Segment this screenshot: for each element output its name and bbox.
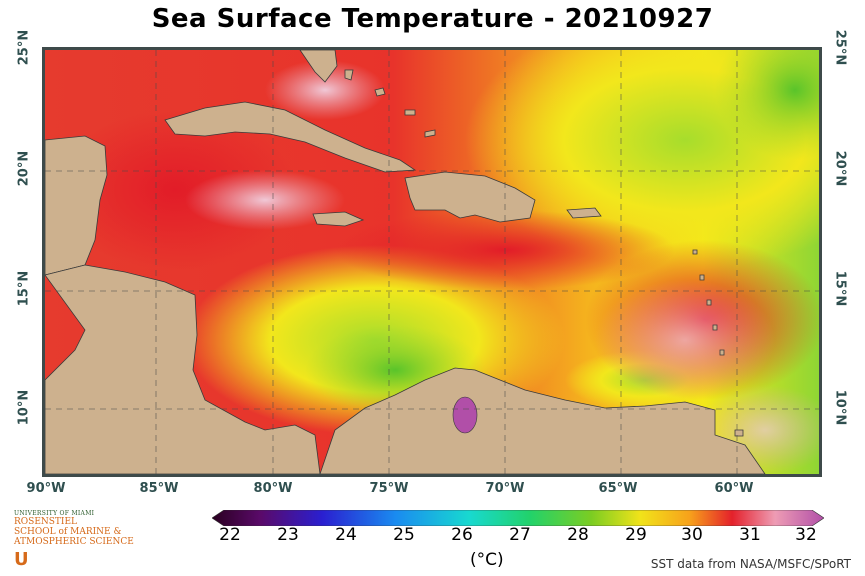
sst-green-region-northeast	[715, 50, 819, 160]
lon-label-80w: 80°W	[253, 481, 293, 496]
land-bahamas	[344, 69, 436, 138]
sst-very-hot-lesser-antilles	[595, 280, 775, 400]
logo-line-rosenstiel: ROSENSTIEL	[14, 517, 78, 527]
colorbar-label-24: 24	[335, 525, 357, 545]
lon-label-90w: 90°W	[26, 481, 66, 496]
colorbar-label-31: 31	[739, 525, 761, 545]
lon-label-70w: 70°W	[485, 481, 525, 496]
lat-label-10n-right: 10°N	[832, 389, 848, 426]
sst-hot-region-west	[55, 110, 295, 270]
logo-line-university: UNIVERSITY OF MIAMI	[14, 510, 95, 517]
lon-label-65w: 65°W	[598, 481, 638, 496]
gridlines	[45, 50, 819, 474]
colorbar-label-26: 26	[451, 525, 473, 545]
land-central-america	[45, 264, 321, 474]
sst-map-canvas	[45, 50, 819, 474]
map-title: Sea Surface Temperature - 20210927	[151, 4, 714, 34]
sst-very-hot-bahamas	[265, 60, 385, 120]
lat-label-20n-left: 20°N	[16, 150, 32, 187]
colorbar-gradient	[212, 510, 824, 526]
u-logo-icon: U	[14, 549, 29, 570]
university-logo: UNIVERSITY OF MIAMI ROSENSTIEL SCHOOL of…	[14, 510, 154, 570]
colorbar-label-30: 30	[681, 525, 703, 545]
land-hispaniola	[404, 171, 536, 223]
colorbar-label-23: 23	[277, 525, 299, 545]
lat-label-25n-right: 25°N	[832, 29, 848, 66]
land-florida	[299, 50, 338, 83]
colorbar-label-25: 25	[393, 525, 415, 545]
colorbar-label-29: 29	[625, 525, 647, 545]
colorbar-unit: (°C)	[470, 550, 504, 570]
sst-very-hot-cuba-south	[185, 170, 345, 230]
land-puerto-rico	[566, 207, 602, 219]
colorbar-label-27: 27	[509, 525, 531, 545]
colorbar	[212, 510, 824, 526]
lon-label-75w: 75°W	[369, 481, 409, 496]
lat-label-15n-right: 15°N	[832, 270, 848, 307]
data-credit: SST data from NASA/MSFC/SPoRT	[650, 557, 851, 571]
lat-label-15n-left: 15°N	[16, 270, 32, 307]
lat-label-20n-right: 20°N	[832, 150, 848, 187]
colorbar-label-28: 28	[567, 525, 589, 545]
colorbar-label-22: 22	[219, 525, 241, 545]
sst-map	[42, 47, 822, 477]
lon-label-60w: 60°W	[714, 481, 754, 496]
lon-label-85w: 85°W	[139, 481, 179, 496]
lat-label-10n-left: 10°N	[16, 389, 32, 426]
land-jamaica	[312, 211, 365, 227]
land-lesser-antilles	[692, 249, 744, 437]
land-south-america	[319, 367, 766, 474]
logo-line-school: SCHOOL of MARINE &	[14, 527, 122, 537]
lat-label-25n-left: 25°N	[16, 29, 32, 66]
logo-line-atmospheric: ATMOSPHERIC SCIENCE	[14, 537, 134, 547]
land-masses	[45, 50, 766, 474]
lake-maracaibo	[452, 396, 478, 434]
colorbar-label-32: 32	[795, 525, 817, 545]
